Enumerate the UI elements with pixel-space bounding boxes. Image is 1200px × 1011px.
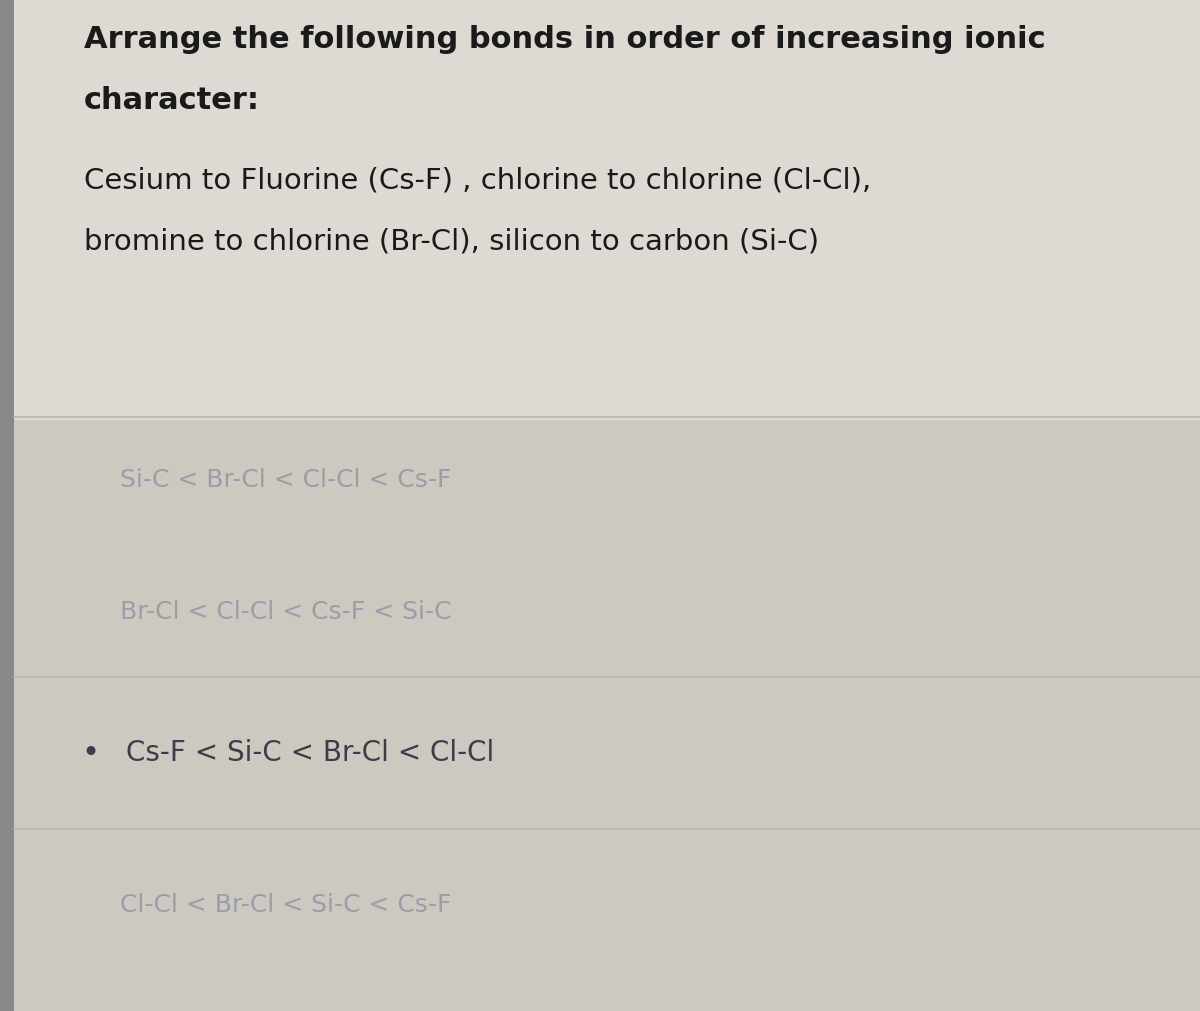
- Text: Br-Cl < Cl-Cl < Cs-F < Si-C: Br-Cl < Cl-Cl < Cs-F < Si-C: [120, 600, 451, 624]
- Text: Arrange the following bonds in order of increasing ionic: Arrange the following bonds in order of …: [84, 25, 1045, 55]
- Text: bromine to chlorine (Br-Cl), silicon to carbon (Si-C): bromine to chlorine (Br-Cl), silicon to …: [84, 227, 820, 256]
- Text: Cl-Cl < Br-Cl < Si-C < Cs-F: Cl-Cl < Br-Cl < Si-C < Cs-F: [120, 893, 451, 917]
- Text: Cesium to Fluorine (Cs-F) , chlorine to chlorine (Cl-Cl),: Cesium to Fluorine (Cs-F) , chlorine to …: [84, 167, 871, 195]
- Text: •: •: [80, 739, 100, 767]
- Text: Cs-F < Si-C < Br-Cl < Cl-Cl: Cs-F < Si-C < Br-Cl < Cl-Cl: [126, 739, 494, 767]
- FancyBboxPatch shape: [0, 420, 1200, 1011]
- Text: Si-C < Br-Cl < Cl-Cl < Cs-F: Si-C < Br-Cl < Cl-Cl < Cs-F: [120, 468, 451, 492]
- FancyBboxPatch shape: [14, 0, 1200, 420]
- FancyBboxPatch shape: [0, 0, 14, 1011]
- Text: character:: character:: [84, 86, 260, 115]
